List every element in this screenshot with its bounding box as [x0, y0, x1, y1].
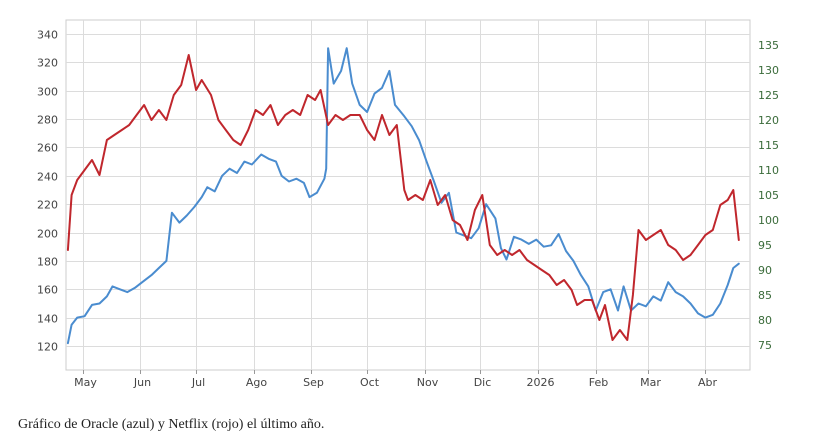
x-tick-label: 2026 — [527, 376, 555, 389]
y-right-tick-label: 130 — [758, 64, 779, 77]
y-right-tick-label: 80 — [758, 314, 772, 327]
x-tick-label: Dic — [474, 376, 492, 389]
y-right-tick-label: 85 — [758, 289, 772, 302]
x-tick-label: Jul — [191, 376, 205, 389]
series-line-netflix — [66, 54, 740, 341]
x-tick-label: Abr — [698, 376, 718, 389]
y-right-tick-label: 100 — [758, 214, 779, 227]
y-left-tick-label: 140 — [37, 313, 58, 326]
y-right-tick-label: 135 — [758, 39, 779, 52]
y-right-tick-label: 110 — [758, 164, 779, 177]
y-right-tick-label: 75 — [758, 339, 772, 352]
y-right-tick-label: 125 — [758, 89, 779, 102]
y-right-tick-label: 95 — [758, 239, 772, 252]
y-right-tick-label: 105 — [758, 189, 779, 202]
y-left-tick-label: 200 — [37, 228, 58, 241]
y-left-tick-label: 160 — [37, 284, 58, 297]
series-line-oracle — [66, 47, 740, 345]
y-right-tick-label: 90 — [758, 264, 772, 277]
dual-axis-line-chart: 120 140 160 180 200 220 240 260 280 300 320 340 75 80… — [37, 19, 779, 390]
y-right-tick-label: 115 — [758, 139, 779, 152]
y-left-tick-label: 220 — [37, 199, 58, 212]
x-tick-label: Oct — [360, 376, 380, 389]
y-left-tick-label: 300 — [37, 86, 58, 99]
x-tick-label: Feb — [589, 376, 608, 389]
axis-ticks: 120 140 160 180 200 220 240 260 280 300 320 340 75 80… — [37, 29, 779, 390]
y-left-tick-label: 320 — [37, 57, 58, 70]
y-right-tick-label: 120 — [758, 114, 779, 127]
plot-frame — [65, 19, 751, 371]
x-tick-label: Mar — [640, 376, 661, 389]
y-left-tick-label: 280 — [37, 114, 58, 127]
x-tick-label: Jun — [133, 376, 151, 389]
x-tick-label: Nov — [417, 376, 439, 389]
y-left-tick-label: 120 — [37, 341, 58, 354]
chart-caption: Gráfico de Oracle (azul) y Netflix (rojo… — [18, 417, 325, 432]
chart-series — [66, 47, 740, 345]
y-left-tick-label: 180 — [37, 256, 58, 269]
y-left-tick-label: 240 — [37, 171, 58, 184]
x-tick-label: Ago — [246, 376, 268, 389]
x-tick-label: Sep — [303, 376, 324, 389]
chart-grid — [65, 19, 751, 374]
y-left-tick-label: 260 — [37, 142, 58, 155]
x-tick-label: May — [74, 376, 97, 389]
y-left-tick-label: 340 — [37, 29, 58, 42]
